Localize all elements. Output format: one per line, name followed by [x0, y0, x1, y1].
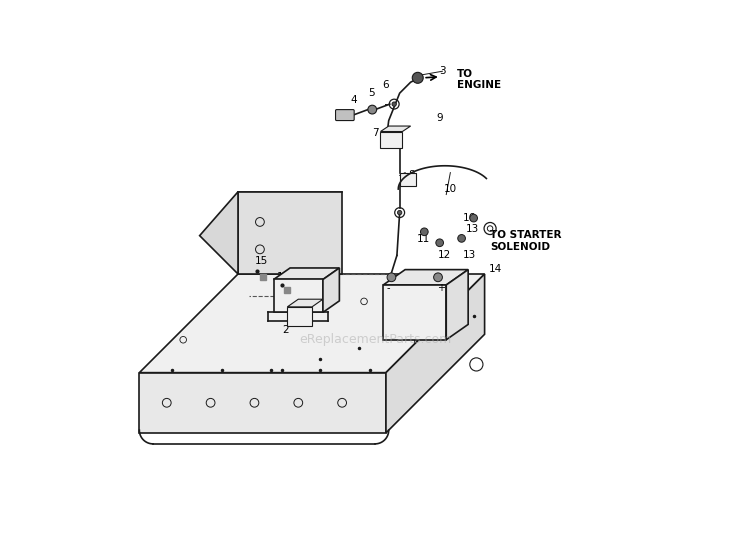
Text: 15: 15	[255, 256, 268, 266]
Circle shape	[436, 239, 443, 247]
Text: eReplacementParts.com: eReplacementParts.com	[298, 333, 452, 346]
Text: 11: 11	[417, 235, 430, 244]
Text: 13: 13	[463, 250, 476, 260]
Text: 16: 16	[463, 213, 476, 222]
Circle shape	[433, 273, 442, 282]
Polygon shape	[386, 274, 484, 433]
Text: 15: 15	[276, 272, 290, 282]
Text: 9: 9	[436, 113, 443, 123]
Text: 2: 2	[282, 325, 289, 335]
Text: 7: 7	[372, 128, 378, 138]
Polygon shape	[383, 285, 446, 340]
Text: -: -	[387, 283, 391, 293]
Text: 12: 12	[438, 250, 452, 260]
Circle shape	[387, 273, 396, 282]
Polygon shape	[446, 270, 468, 340]
Polygon shape	[323, 268, 340, 312]
Circle shape	[392, 102, 396, 106]
Circle shape	[398, 210, 402, 215]
Text: 3: 3	[439, 66, 446, 76]
Text: TO STARTER
SOLENOID: TO STARTER SOLENOID	[490, 230, 562, 252]
Text: 4: 4	[350, 95, 357, 105]
Circle shape	[470, 214, 478, 222]
Circle shape	[368, 105, 376, 114]
Text: 8: 8	[408, 170, 415, 180]
Polygon shape	[383, 270, 468, 285]
Polygon shape	[140, 373, 386, 433]
Text: 5: 5	[368, 88, 375, 98]
Text: 17: 17	[394, 277, 408, 287]
Text: 13: 13	[466, 224, 478, 234]
Circle shape	[413, 72, 423, 83]
Polygon shape	[287, 307, 312, 326]
FancyBboxPatch shape	[335, 110, 354, 121]
Text: TO
ENGINE: TO ENGINE	[458, 68, 501, 90]
Text: 1: 1	[309, 277, 316, 287]
Polygon shape	[287, 299, 323, 307]
Polygon shape	[140, 274, 484, 373]
Polygon shape	[200, 192, 238, 274]
Polygon shape	[400, 173, 416, 186]
Circle shape	[458, 235, 466, 242]
Circle shape	[421, 228, 428, 236]
Polygon shape	[238, 192, 342, 274]
Polygon shape	[274, 279, 323, 312]
Text: 10: 10	[443, 184, 457, 194]
Text: 14: 14	[489, 264, 502, 273]
Text: +: +	[436, 283, 445, 293]
Text: 6: 6	[382, 80, 389, 90]
Polygon shape	[274, 268, 340, 279]
Polygon shape	[380, 132, 403, 148]
Polygon shape	[380, 126, 410, 132]
